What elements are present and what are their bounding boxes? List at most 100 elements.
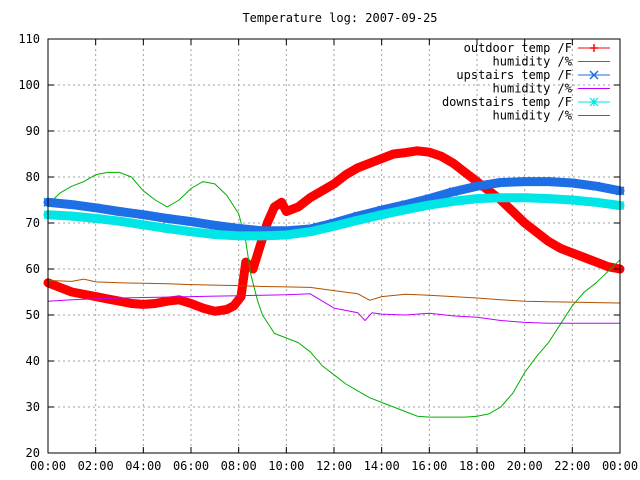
series-line [47, 293, 621, 324]
data-point [151, 299, 160, 308]
data-point [55, 283, 64, 292]
x-tick-label: 10:00 [268, 459, 304, 473]
data-point [592, 258, 601, 267]
data-point [461, 168, 470, 177]
data-point [449, 159, 458, 168]
data-point [520, 219, 529, 227]
y-tick-label: 30 [26, 400, 40, 414]
data-point [353, 215, 363, 225]
data-point [270, 202, 279, 211]
legend-label: downstairs temp /F [442, 95, 572, 109]
chart-title: Temperature log: 2007-09-25 [242, 11, 437, 25]
data-point [258, 231, 267, 241]
data-point [496, 193, 506, 203]
data-point [425, 148, 434, 157]
data-point [67, 288, 76, 296]
legend-marker [590, 44, 598, 52]
data-point [210, 307, 219, 316]
legend-label: upstairs temp /F [456, 68, 572, 82]
data-point [496, 177, 506, 188]
data-point [127, 299, 136, 308]
data-point [138, 220, 148, 230]
data-point [591, 181, 601, 191]
legend-marker [589, 97, 599, 107]
data-point [604, 262, 613, 271]
data-point [341, 170, 350, 179]
y-tick-label: 110 [18, 32, 40, 46]
legend-marker [589, 70, 599, 80]
tick-layer: 20 30 40 50 60 70 80 90 100 110 00:00 02:00 04:00 06:… [18, 32, 638, 473]
x-tick-label: 14:00 [364, 459, 400, 473]
legend-label: outdoor temp /F [464, 41, 572, 55]
data-point [568, 248, 577, 257]
x-tick-label: 22:00 [554, 459, 590, 473]
data-point [282, 207, 291, 216]
data-point [532, 228, 541, 237]
data-point [163, 297, 172, 306]
data-point [229, 301, 238, 310]
data-point [234, 223, 244, 234]
data-point [114, 206, 125, 217]
data-point [79, 290, 88, 299]
data-point [389, 150, 398, 158]
data-point [448, 187, 458, 197]
data-point [67, 200, 77, 210]
y-tick-label: 90 [26, 124, 40, 138]
data-point [210, 230, 220, 239]
data-point [377, 210, 387, 220]
x-tick-label: 06:00 [173, 459, 209, 473]
data-point [330, 179, 338, 188]
y-tick-label: 60 [26, 262, 40, 276]
data-point [256, 242, 265, 250]
data-point [353, 163, 362, 172]
data-point [401, 205, 410, 215]
data-point [91, 213, 101, 223]
data-point [556, 244, 565, 253]
data-point [162, 224, 172, 233]
series-3 [47, 293, 621, 324]
legend-label: humidity /% [493, 55, 573, 69]
data-point [567, 195, 577, 205]
data-point [210, 220, 220, 230]
data-point [305, 227, 315, 237]
data-point [544, 237, 553, 246]
data-point [162, 213, 172, 223]
data-point [115, 216, 124, 226]
data-point [472, 194, 482, 204]
data-point [138, 210, 148, 220]
legend-label: humidity /% [493, 82, 573, 96]
data-point [67, 211, 77, 221]
data-point [187, 299, 195, 308]
data-point [294, 202, 303, 211]
data-point [437, 152, 446, 161]
data-point [318, 186, 327, 195]
series-1 [47, 171, 621, 418]
x-tick-label: 02:00 [78, 459, 114, 473]
data-point [263, 219, 272, 227]
y-tick-label: 40 [26, 354, 40, 368]
data-point [377, 154, 386, 163]
data-point [198, 304, 207, 313]
data-point [543, 177, 554, 187]
data-point [448, 196, 458, 206]
x-tick-label: 18:00 [459, 459, 495, 473]
x-tick-label: 20:00 [507, 459, 543, 473]
series-line [47, 278, 621, 304]
data-point [186, 227, 196, 237]
data-point [424, 200, 434, 210]
data-point [115, 297, 124, 306]
data-point [413, 146, 422, 155]
data-point [472, 181, 482, 191]
data-point [508, 207, 517, 216]
data-point [365, 159, 374, 168]
data-point [139, 300, 148, 309]
data-point [329, 221, 339, 231]
data-point [277, 198, 286, 207]
x-tick-label: 08:00 [221, 459, 257, 473]
data-point [401, 148, 410, 157]
data-point [222, 305, 231, 314]
data-point [520, 193, 530, 203]
data-point [591, 197, 601, 207]
